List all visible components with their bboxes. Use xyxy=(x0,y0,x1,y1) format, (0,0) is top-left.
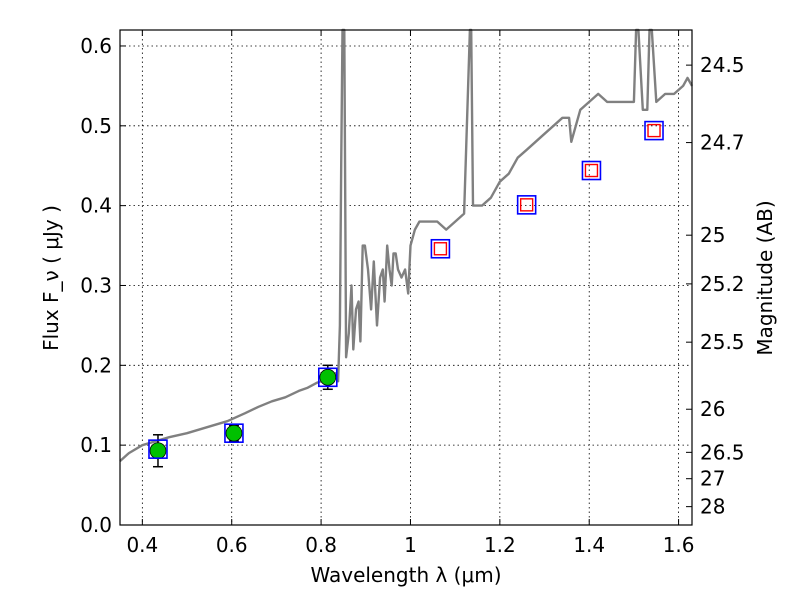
x-tick-label: 1 xyxy=(404,533,417,557)
right-tick-label: 27 xyxy=(700,467,725,491)
right-tick-label: 25 xyxy=(700,223,725,247)
grid-lines xyxy=(120,30,692,526)
upper-limit-point xyxy=(519,198,534,212)
right-tick-label: 24.7 xyxy=(700,131,745,155)
x-tick-label: 1.2 xyxy=(484,533,516,557)
x-tick-label: 0.6 xyxy=(216,533,248,557)
right-tick-label: 26 xyxy=(700,397,725,421)
photometry-markers xyxy=(148,120,664,468)
spectrum-line xyxy=(119,28,694,462)
plot-frame xyxy=(119,29,693,526)
axis-ticks: 0.4 0.6 0.8 1 1.2 1.4 1.6 0.0 0.1 0.2 0.3 0.4 0.5 0.6… xyxy=(80,30,745,557)
photometry-point xyxy=(149,442,167,460)
model-point xyxy=(224,423,244,443)
photometry-point xyxy=(319,368,337,386)
y-tick-label: 0.1 xyxy=(80,433,112,457)
x-axis-label: Wavelength λ (μm) xyxy=(310,563,501,587)
y-tick-label: 0.4 xyxy=(80,194,112,218)
x-tick-label: 1.6 xyxy=(663,533,695,557)
y-axis-label: Flux F_ν ( μJy ) xyxy=(39,205,63,351)
y-tick-label: 0.5 xyxy=(80,114,112,138)
model-point xyxy=(516,195,537,215)
y-tick-label: 0.2 xyxy=(80,353,112,377)
right-axis-label: Magnitude (AB) xyxy=(753,200,777,355)
y-tick-label: 0.6 xyxy=(80,34,112,58)
y-tick-label: 0.3 xyxy=(80,273,112,297)
right-tick-label: 25.5 xyxy=(700,330,745,354)
y-tick-label: 0.0 xyxy=(80,513,112,537)
spectrum-series xyxy=(119,28,694,462)
right-tick-label: 25.2 xyxy=(700,272,745,296)
model-point xyxy=(317,367,338,388)
model-point xyxy=(430,238,451,259)
model-point xyxy=(581,160,602,181)
photometry-point xyxy=(225,424,243,442)
x-tick-label: 0.8 xyxy=(305,533,337,557)
right-tick-label: 28 xyxy=(700,495,725,519)
upper-limit-point xyxy=(584,163,599,178)
x-tick-label: 0.4 xyxy=(126,533,158,557)
upper-limit-point xyxy=(433,242,448,256)
x-tick-label: 1.4 xyxy=(573,533,605,557)
right-tick-label: 24.5 xyxy=(700,53,745,77)
right-tick-label: 26.5 xyxy=(700,440,745,464)
model-point xyxy=(644,120,664,141)
upper-limit-point xyxy=(647,123,661,138)
model-point xyxy=(148,439,168,459)
